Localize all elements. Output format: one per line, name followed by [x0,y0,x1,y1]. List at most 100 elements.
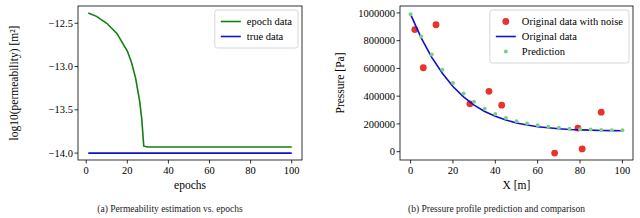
scatter-point [589,128,593,132]
axes-frame [78,6,302,160]
y-tick [397,123,401,124]
scatter-point [440,68,444,72]
x-tick-label: 40 [490,165,501,176]
scatter-point [536,123,540,127]
y-tick [397,68,401,69]
legend-swatch [221,21,241,23]
x-tick [86,160,87,164]
legend-label: epoch data [247,16,293,27]
x-tick-label: 100 [615,165,631,176]
legend-box [215,10,298,48]
x-tick-label: 80 [575,165,586,176]
y-tick [75,23,79,24]
scatter-point [579,146,586,153]
x-axis-label: X [m] [503,179,531,191]
scatter-point [504,116,508,120]
axes-frame [400,6,633,160]
scatter-point [420,64,427,71]
x-tick [250,160,251,164]
scatter-point [430,53,434,57]
y-tick-label: −13.0 [49,61,73,72]
x-tick-label: 80 [245,165,256,176]
scatter-point [483,107,487,111]
y-tick-label: −12.5 [49,18,73,29]
x-tick [452,160,453,164]
legend-box [490,10,629,63]
scatter-point [578,127,582,131]
y-axis-label: log10(permeability) [m²] [8,26,21,141]
x-tick [537,160,538,164]
y-tick-label: −14.0 [49,148,73,159]
x-tick [580,160,581,164]
scatter-point [599,128,603,132]
x-tick-label: 60 [532,165,543,176]
x-tick [127,160,128,164]
scatter-point [598,109,605,116]
scatter-point [557,126,561,130]
x-tick [622,160,623,164]
y-tick [397,96,401,97]
y-tick [397,151,401,152]
scatter-point [486,88,493,95]
y-tick [397,40,401,41]
legend-label: Original data [522,31,577,42]
x-tick [291,160,292,164]
chart: 0 20 40 60 80 100 −12.5 −13.0 −13.5 −14.0 epochs lo… [8,6,302,215]
y-tick [75,153,79,154]
legend-swatch [504,50,508,54]
scatter-point [409,12,413,16]
x-tick-label: 60 [204,165,215,176]
y-axis-label: Pressure [Pa] [334,53,346,114]
chart: 0 20 40 60 80 100 0 200000 400000 600000 800000 100… [334,6,633,215]
scatter-point [515,119,519,123]
scatter-point [525,122,529,126]
scatter-point [472,100,476,104]
x-tick [495,160,496,164]
y-tick [75,109,79,110]
scatter-point [620,128,624,132]
scatter-point [451,81,455,85]
y-tick-label: 400000 [364,91,396,102]
legend-swatch [221,36,241,38]
legend: epoch data true data [215,10,298,48]
legend-label: Original data with noise [522,16,624,27]
y-tick-label: −13.5 [49,104,73,115]
scatter-point [419,35,423,39]
series-line [88,13,291,147]
scatter-point [610,128,614,132]
scatter-point [567,127,571,131]
legend: Original data with noise Original data Pre… [490,10,629,63]
x-tick-label: 0 [408,165,413,176]
x-tick-label: 20 [122,165,133,176]
x-tick [168,160,169,164]
y-tick [75,66,79,67]
x-tick [209,160,210,164]
legend-label: Prediction [522,46,566,57]
x-tick-label: 20 [448,165,459,176]
x-axis-label: epochs [174,179,206,192]
y-tick-label: 0 [390,146,395,157]
scatter-point [551,150,558,157]
figure: 0 20 40 60 80 100 −12.5 −13.0 −13.5 −14.0 epochs lo… [0,0,640,218]
series-line [88,152,291,154]
caption: (b) Pressure profile prediction and comp… [408,204,585,215]
y-tick-label: 600000 [364,63,396,74]
y-tick-label: 800000 [364,35,396,46]
caption: (a) Permeability estimation vs. epochs [97,204,243,215]
legend-swatch [496,36,516,38]
legend-label: true data [247,31,284,42]
x-tick-label: 100 [284,165,300,176]
x-tick [410,160,411,164]
scatter-point [498,102,505,109]
legend-swatch [502,18,509,25]
y-tick-label: 200000 [364,119,396,130]
x-tick-label: 0 [84,165,89,176]
x-tick-label: 40 [163,165,174,176]
scatter-point [493,112,497,116]
y-tick [397,12,401,13]
scatter-point [546,125,550,129]
scatter-point [462,91,466,95]
scatter-point [433,21,440,28]
y-tick-label: 1000000 [358,8,395,19]
plot-area [88,13,291,153]
